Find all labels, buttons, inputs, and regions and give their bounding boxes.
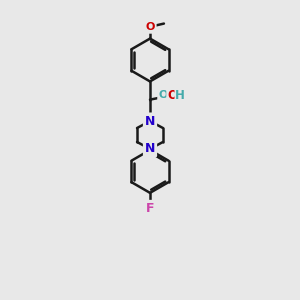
- Text: H: H: [175, 89, 185, 102]
- Text: O: O: [145, 22, 155, 32]
- Text: OH: OH: [159, 90, 178, 100]
- Text: N: N: [145, 115, 155, 128]
- Text: N: N: [145, 115, 155, 128]
- Text: F: F: [146, 202, 154, 215]
- Text: N: N: [145, 142, 155, 155]
- Text: O: O: [167, 89, 177, 102]
- Text: H: H: [175, 89, 185, 102]
- Text: F: F: [146, 202, 154, 215]
- Text: N: N: [145, 142, 155, 155]
- Text: O: O: [167, 89, 177, 102]
- Text: O: O: [145, 22, 155, 32]
